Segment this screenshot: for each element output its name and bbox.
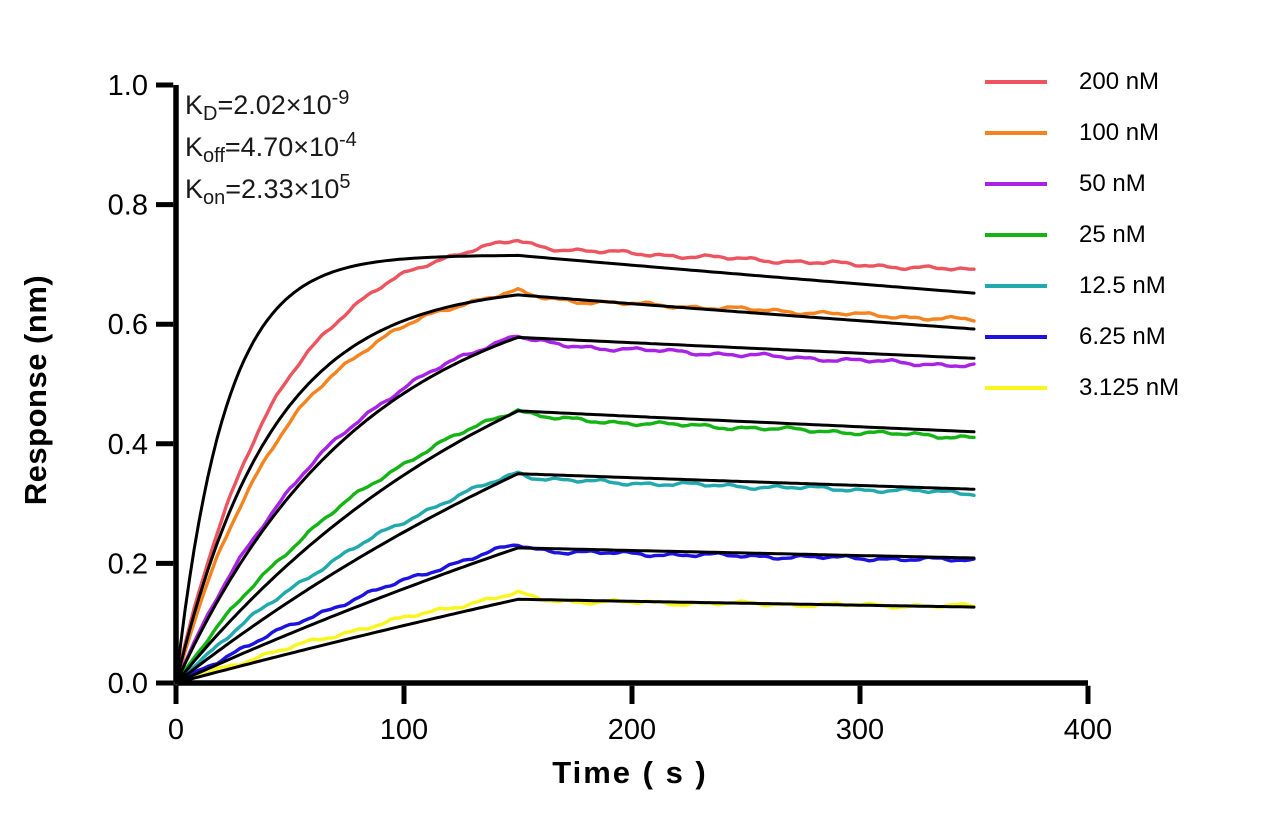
y-tick-label: 0.0	[108, 668, 148, 700]
legend-label: 100 nM	[1079, 118, 1160, 146]
y-axis-title: Response (nm)	[18, 274, 53, 506]
x-axis-title: Time ( s )	[552, 755, 708, 790]
fit-curve-6.25-nM	[174, 546, 976, 685]
legend-swatch-line	[985, 232, 1047, 237]
data-curve-50-nM	[174, 334, 976, 685]
legend-item: 25 nM	[985, 209, 1179, 260]
x-tick-label: 0	[168, 714, 184, 746]
legend-label: 12.5 nM	[1079, 271, 1166, 299]
data-curve-200-nM	[174, 238, 976, 685]
y-tick-label: 0.8	[108, 190, 148, 222]
legend-item: 50 nM	[985, 158, 1179, 209]
y-tick-label: 0.6	[108, 309, 148, 341]
legend-swatch-line	[985, 283, 1047, 288]
legend-swatch-line	[985, 385, 1047, 390]
y-tick-label: 0.2	[108, 548, 148, 580]
kinetics-constants: KD=2.02×10-9 Koff=4.70×10-4 Kon=2.33×105	[185, 84, 357, 210]
fit-curve-200-nM	[174, 253, 976, 685]
fit-curve-50-nM	[174, 335, 976, 685]
data-curve-25-nM	[174, 408, 976, 685]
legend: 200 nM 100 nM 50 nM 25 nM 12.5 nM 6.25 nM 3.12…	[985, 56, 1179, 413]
x-tick-label: 400	[1064, 714, 1112, 746]
legend-swatch-line	[985, 79, 1047, 84]
legend-swatch-line	[985, 181, 1047, 186]
legend-item: 3.125 nM	[985, 362, 1179, 413]
legend-item: 100 nM	[985, 107, 1179, 158]
data-curve-100-nM	[174, 287, 976, 685]
fit-curve-12.5-nM	[174, 472, 976, 685]
x-tick-label: 200	[608, 714, 656, 746]
legend-label: 200 nM	[1079, 67, 1160, 95]
legend-label: 50 nM	[1079, 169, 1146, 197]
fit-curve-25-nM	[174, 409, 976, 685]
legend-item: 12.5 nM	[985, 260, 1179, 311]
y-tick-label: 1.0	[108, 70, 148, 102]
legend-label: 6.25 nM	[1079, 322, 1166, 350]
x-tick-label: 300	[836, 714, 884, 746]
x-tick-label: 100	[380, 714, 428, 746]
fit-curve-3.125-nM	[174, 597, 976, 685]
legend-swatch-line	[985, 334, 1047, 339]
legend-label: 25 nM	[1079, 220, 1146, 248]
kinetic-constant-line: KD=2.02×10-9	[185, 87, 350, 125]
data-curve-6.25-nM	[174, 543, 976, 685]
data-curve-12.5-nM	[174, 470, 976, 685]
legend-label: 3.125 nM	[1079, 373, 1180, 401]
y-tick-label: 0.4	[108, 429, 148, 461]
x-axis-title-wrap: Time ( s )	[0, 755, 1260, 791]
legend-item: 6.25 nM	[985, 311, 1179, 362]
kinetic-constant-line: Koff=4.70×10-4	[185, 129, 357, 167]
legend-swatch-line	[985, 130, 1047, 135]
kinetic-constant-line: Kon=2.33×105	[185, 171, 351, 209]
legend-item: 200 nM	[985, 56, 1179, 107]
fit-curve-100-nM	[174, 293, 976, 685]
